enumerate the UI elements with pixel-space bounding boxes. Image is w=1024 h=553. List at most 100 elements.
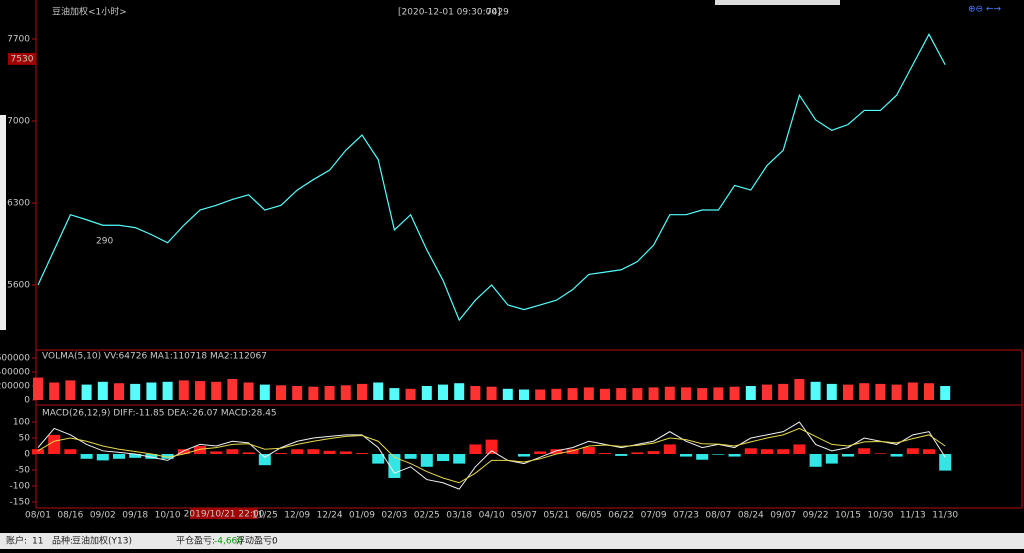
x-tick-label: 02/25: [414, 511, 440, 521]
volume-bar: [875, 383, 886, 400]
x-tick-label: 07/23: [673, 511, 699, 521]
macd-bar: [291, 449, 304, 455]
volume-bar: [713, 387, 724, 400]
volume-bar: [373, 382, 384, 400]
macd-bar: [906, 448, 919, 455]
y-tick-label: -100: [10, 481, 31, 491]
volume-bar: [502, 388, 513, 400]
macd-bar: [453, 454, 466, 464]
y-tick-label: 600000: [0, 354, 30, 364]
macd-bar: [890, 454, 903, 457]
x-tick-label: 07/09: [641, 511, 667, 521]
volume-bar: [664, 386, 675, 400]
x-tick-label: 08/01: [25, 511, 51, 521]
volume-bar: [648, 387, 659, 400]
volume-bar: [519, 389, 529, 400]
volume-bar: [438, 384, 448, 400]
volume-bar: [49, 382, 60, 400]
macd-bar: [647, 451, 660, 455]
macd-bar: [858, 448, 871, 455]
volume-bar: [551, 388, 562, 400]
last-price-label: 7530: [11, 54, 34, 64]
macd-bar: [339, 451, 352, 455]
volume-bar: [162, 381, 173, 400]
x-tick-label: 06/05: [576, 511, 602, 521]
macd-bar: [194, 446, 206, 455]
y-tick-label: 6300: [7, 198, 30, 208]
volume-bar: [454, 383, 465, 400]
volume-bar: [681, 387, 691, 400]
macd-bar: [145, 454, 158, 459]
side-panel[interactable]: [0, 115, 6, 330]
marker-label: 290: [96, 237, 113, 247]
volume-bar: [211, 381, 222, 400]
x-tick-label: 02/03: [381, 511, 407, 521]
macd-bar: [534, 451, 547, 455]
macd-bar: [420, 454, 433, 467]
macd-bar: [485, 439, 498, 455]
macd-bar: [761, 449, 773, 455]
macd-bar: [712, 454, 725, 455]
macd-bar: [663, 444, 676, 455]
macd-bar: [631, 452, 644, 455]
volume-bar: [65, 380, 76, 400]
volume-bar: [794, 379, 805, 400]
volume-bar: [859, 383, 870, 400]
status-bar: [0, 533, 1024, 549]
last-price-box: [8, 52, 36, 65]
price-line: [37, 33, 946, 322]
volume-bar: [259, 384, 270, 400]
x-tick-label: 09/18: [122, 511, 148, 521]
y-tick-label: 50: [19, 434, 31, 444]
volume-bar: [826, 383, 837, 400]
symbol[interactable]: 豆油加权(Y13): [72, 535, 132, 547]
macd-bar: [48, 434, 61, 455]
volume-bar: [810, 381, 821, 400]
y-tick-label: 100: [13, 418, 30, 428]
volume-bar: [535, 389, 546, 400]
x-tick-label: 12/24: [317, 511, 343, 521]
volume-title: VOLMA(5,10) VV:64726 MA1:110718 MA2:1120…: [42, 352, 267, 362]
volume-bar: [33, 377, 43, 400]
symbol-label: 品种:: [52, 535, 73, 547]
volume-bar: [745, 386, 756, 400]
volume-bar: [227, 379, 238, 400]
price: 7429: [486, 8, 509, 18]
volume-bar: [762, 384, 772, 400]
closed-pnl: -4,660: [214, 537, 243, 547]
y-tick-label: -50: [15, 465, 30, 475]
macd-bar: [825, 454, 838, 464]
x-tick-label: 12/09: [284, 511, 310, 521]
volume-bar: [421, 386, 432, 400]
volume-bar: [600, 388, 610, 400]
macd-bar: [323, 450, 336, 455]
volume-bar: [697, 388, 708, 400]
volume-bar: [470, 386, 481, 400]
x-tick-label: 09/02: [90, 511, 116, 521]
volume-bar: [729, 386, 740, 400]
account-label: 账户:: [6, 535, 27, 547]
account[interactable]: 11: [32, 537, 43, 547]
volume-bar: [567, 388, 578, 400]
diff-line: [37, 421, 946, 490]
volume-bar: [292, 386, 303, 400]
macd-bar: [177, 449, 190, 455]
macd-bar: [80, 454, 93, 459]
volume-bar: [243, 382, 254, 400]
toolbar[interactable]: [715, 0, 840, 5]
x-tick-label: 03/18: [446, 511, 472, 521]
cursor-box: [190, 508, 258, 519]
volume-bar: [97, 381, 108, 400]
x-tick-label: 11/25: [252, 511, 278, 521]
x-tick-label: 05/21: [543, 511, 569, 521]
volume-bar: [924, 383, 934, 400]
x-tick-label: 04/10: [479, 511, 505, 521]
y-tick-label: 0: [24, 450, 30, 460]
macd-bar: [809, 454, 822, 467]
macd-title: MACD(26,12,9) DIFF:-11.85 DEA:-26.07 MAC…: [42, 409, 277, 419]
y-tick-label: -150: [10, 497, 31, 507]
zoom-icons[interactable]: ⊕⊖ ←→: [968, 5, 1001, 15]
volume-bar: [146, 382, 157, 400]
macd-bar: [129, 454, 142, 458]
